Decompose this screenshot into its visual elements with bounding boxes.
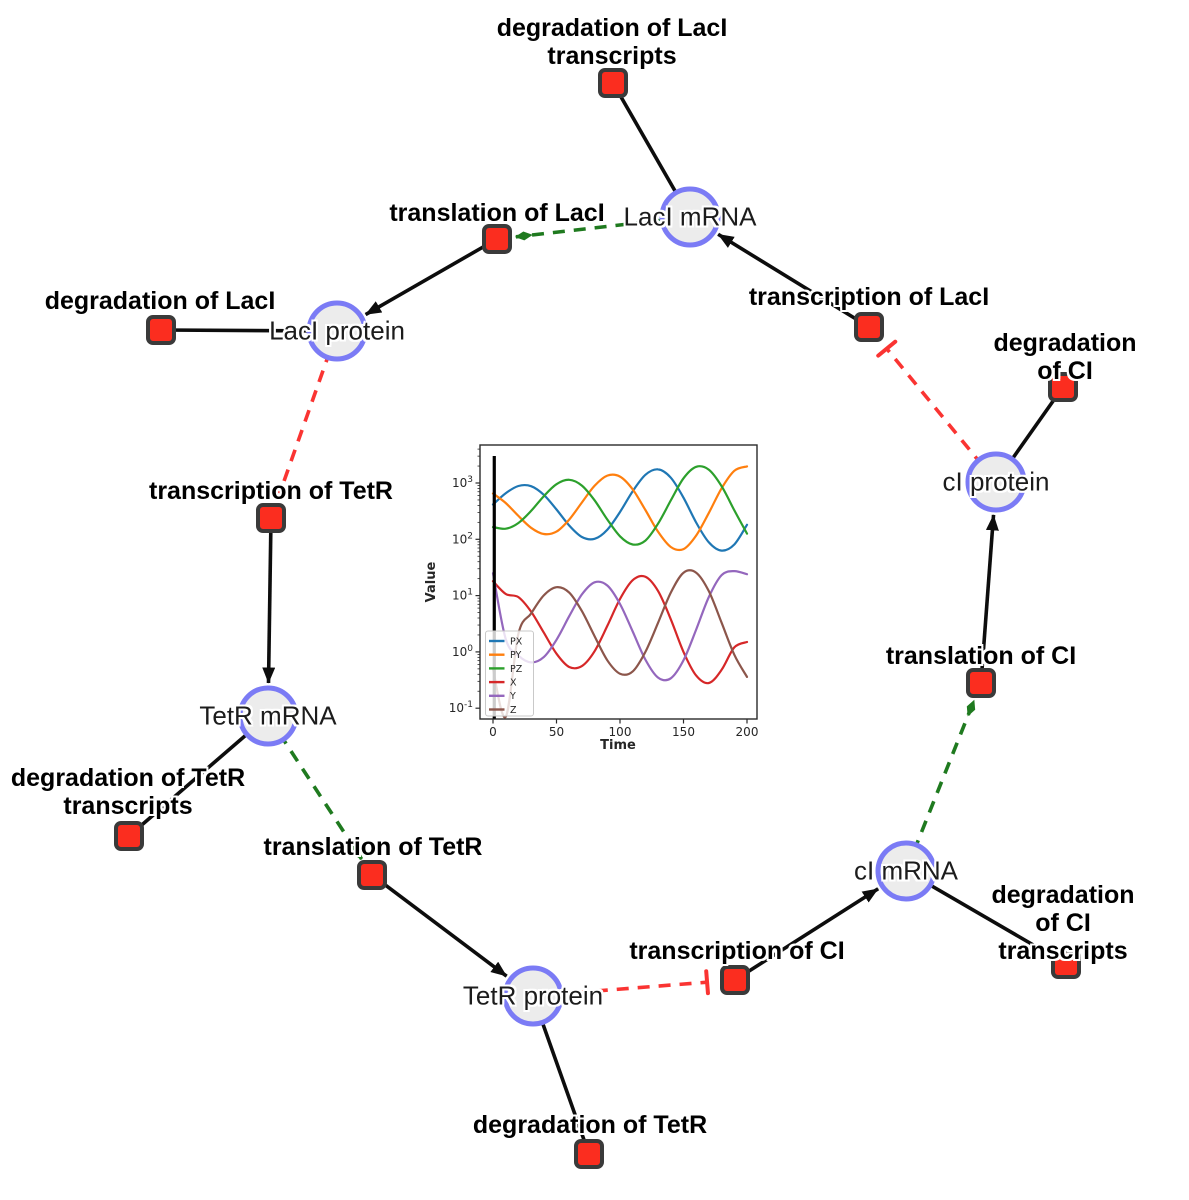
edge-product-translation-laci-to-laci-protein (364, 237, 498, 317)
reaction-node-deg-tetr[interactable] (574, 1139, 604, 1169)
edge-product-transcription-tetr-to-tetr-mrna (262, 517, 276, 684)
inhibition-tbar-ci-protein-to-transcription-laci (876, 339, 898, 358)
reaction-node-translation-tetr[interactable] (357, 860, 387, 890)
chart-series-Z (491, 569, 749, 719)
species-node-laci-protein[interactable] (306, 300, 368, 362)
chart-legend-entry-PX: PX (510, 636, 523, 647)
reaction-node-deg-tetr-transcripts[interactable] (114, 821, 144, 851)
reaction-node-transcription-tetr[interactable] (256, 503, 286, 533)
species-node-laci-mrna[interactable] (659, 186, 721, 248)
inhibition-tbar-tetr-protein-to-transcription-ci (704, 969, 710, 996)
inset-chart: 0 50 100 150 200 10-1 100 101 102 103 PX PY PZ XYZ T… (424, 444, 759, 753)
nodes-layer (114, 68, 1081, 1169)
chart-series-PZ (491, 465, 749, 546)
chart-frame (479, 444, 758, 720)
reaction-node-translation-laci[interactable] (482, 224, 512, 254)
chart-legend-entry-PY: PY (510, 650, 522, 661)
chart-legend-entry-Y: Y (509, 691, 516, 702)
species-node-tetr-protein[interactable] (502, 965, 564, 1027)
edge-consumption-tetr-mrna-to-deg-tetr-transcripts (127, 714, 270, 838)
reaction-node-deg-ci[interactable] (1048, 372, 1078, 402)
reaction-node-translation-ci[interactable] (966, 668, 996, 698)
chart-legend-entry-Z: Z (510, 705, 517, 716)
chart-xtick-50: 50 (549, 725, 564, 739)
chart-xtick-0: 0 (489, 725, 497, 739)
edge-modifier-ci-mrna-to-translation-ci (904, 699, 976, 872)
edge-product-transcription-ci-to-ci-mrna (734, 887, 880, 982)
inhibition-tbar-laci-protein-to-transcription-tetr (267, 485, 293, 498)
chart-xtick-150: 150 (672, 725, 695, 739)
reaction-node-deg-ci-transcripts[interactable] (1051, 949, 1081, 979)
chart-ytick-1e3: 103 (452, 475, 473, 490)
chart-ytick-1e1: 101 (452, 588, 473, 603)
edge-consumption-ci-mrna-to-deg-ci-transcripts (905, 869, 1067, 966)
chart-series-PY (491, 465, 749, 552)
reaction-node-deg-laci[interactable] (146, 315, 176, 345)
reaction-node-transcription-ci[interactable] (720, 965, 750, 995)
chart-xtick-100: 100 (609, 725, 632, 739)
reaction-node-transcription-laci[interactable] (854, 312, 884, 342)
edge-product-translation-ci-to-ci-protein (979, 514, 999, 684)
chart-xtick-200: 200 (736, 725, 759, 739)
chart-ytick-1e-1: 10-1 (449, 700, 473, 715)
chart-legend-entry-X: X (510, 678, 517, 689)
edge-product-transcription-laci-to-laci-mrna (717, 232, 870, 329)
chart-ytick-1e2: 102 (452, 531, 473, 546)
species-node-tetr-mrna[interactable] (237, 685, 299, 747)
chart-xlabel-time: Time (600, 738, 636, 753)
chart-legend-entry-PZ: PZ (510, 664, 523, 675)
chart-series-X (491, 574, 749, 685)
chart-series-PX (491, 468, 749, 552)
chart-ylabel-value: Value (424, 561, 439, 602)
species-node-ci-mrna[interactable] (875, 840, 937, 902)
chart-ytick-1e0: 100 (452, 644, 473, 659)
edges-layer (127, 82, 1067, 1155)
reaction-node-deg-laci-transcripts[interactable] (598, 68, 628, 98)
species-node-ci-protein[interactable] (965, 451, 1027, 513)
edge-product-translation-tetr-to-tetr-protein (370, 873, 508, 978)
